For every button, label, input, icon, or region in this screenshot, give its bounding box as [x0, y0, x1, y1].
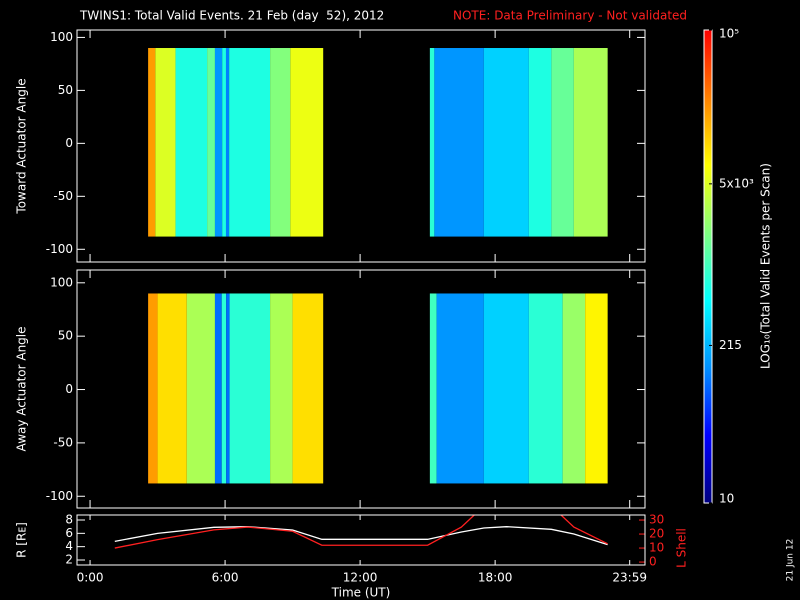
y2-tick-label: 30 [649, 513, 664, 527]
heatmap-cell [148, 48, 156, 237]
y-tick-label: -50 [53, 435, 73, 449]
heatmap-cell [207, 48, 215, 237]
y-tick-label: -100 [46, 242, 73, 256]
chart-title: TWINS1: Total Valid Events. 21 Feb (day … [79, 9, 384, 23]
y-axis-label: Away Actuator Angle [15, 326, 29, 451]
axes-frame [76, 29, 646, 263]
date-stamp: 21 Jun 12 [786, 539, 796, 582]
heatmap-cell [434, 48, 484, 237]
heatmap-cell [483, 48, 529, 237]
y-tick-label: 2 [65, 553, 73, 567]
heatmap-cell [573, 48, 608, 237]
heatmap-cell [225, 48, 230, 237]
y2-tick-label: 10 [649, 541, 664, 555]
axes-frame [76, 269, 646, 509]
heatmap-cell [157, 293, 187, 484]
y-tick-label: 50 [58, 83, 73, 97]
heatmap-cell [186, 293, 215, 484]
heatmap-cell [436, 293, 484, 484]
y-tick-label: 0 [65, 136, 73, 150]
y-tick-label: 6 [65, 526, 73, 540]
heatmap-cell [214, 293, 222, 484]
colorbar-tick-label: 5x10³ [719, 176, 754, 190]
y-tick-label: 100 [50, 30, 73, 44]
heatmap-cell [483, 293, 529, 484]
heatmap-cell [429, 293, 437, 484]
heatmap-cell [214, 48, 223, 237]
y-axis-label: Toward Actuator Angle [15, 78, 29, 214]
y-tick-label: 50 [58, 329, 73, 343]
line-series [114, 515, 608, 549]
x-tick-label: 23:59 [612, 571, 647, 585]
y-tick-label: 4 [65, 539, 73, 553]
heatmap-cell [562, 293, 586, 484]
plot-area [114, 515, 608, 549]
y-tick-label: 0 [65, 382, 73, 396]
colorbar-tick-label: 215 [719, 338, 742, 352]
note: NOTE: Data Preliminary - Not validated [453, 9, 687, 23]
colorbar-label: LOG₁₀(Total Valid Events per Scan) [759, 163, 773, 369]
y2-axis-label: L Shell [675, 528, 689, 568]
heatmap-cell [229, 48, 271, 237]
heatmap-cell [155, 48, 176, 237]
line-series [114, 526, 608, 546]
heatmap-cell [229, 293, 271, 484]
heatmap-cell [148, 293, 158, 484]
heatmap-cell [270, 48, 291, 237]
x-tick-label: 6:00 [212, 571, 239, 585]
y-tick-label: 100 [50, 275, 73, 289]
heatmap-cell [585, 293, 608, 484]
x-tick-label: 18:00 [478, 571, 513, 585]
heatmap-cell [292, 293, 324, 484]
y-axis-label: R [Rᴇ] [15, 522, 29, 558]
y2-tick-label: 0 [649, 555, 657, 569]
axes-frame [76, 514, 646, 566]
y-tick-label: -100 [46, 489, 73, 503]
y2-tick-label: 20 [649, 527, 664, 541]
heatmap-cell [226, 293, 230, 484]
colorbar-tick-label: 10 [719, 492, 734, 506]
heatmap-cell [429, 48, 435, 237]
heatmap-cell [270, 293, 293, 484]
heatmap-cell [528, 293, 563, 484]
x-tick-label: 0:00 [77, 571, 104, 585]
heatmap-cell [221, 293, 227, 484]
y-tick-label: -50 [53, 189, 73, 203]
heatmap-cell [175, 48, 208, 237]
colorbar-tick-label: 10⁵ [719, 27, 739, 41]
x-tick-label: 12:00 [343, 571, 378, 585]
y-tick-label: 8 [65, 513, 73, 527]
colorbar [703, 29, 713, 504]
heatmap-cell [551, 48, 574, 237]
x-axis-label: Time (UT) [331, 586, 391, 600]
heatmap-cell [290, 48, 324, 237]
heatmap-cell [222, 48, 226, 237]
heatmap-cell [528, 48, 552, 237]
